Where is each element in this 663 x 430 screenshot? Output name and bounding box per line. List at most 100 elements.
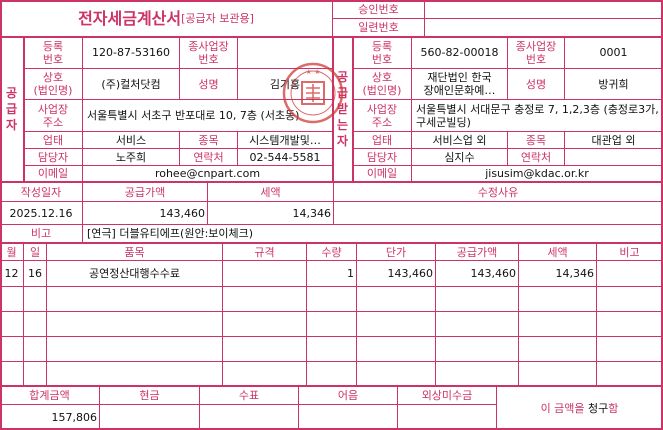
section-label-char: 는 [336, 118, 349, 132]
item-row-cell: 1 [307, 261, 357, 287]
items-header-cell: 품목 [47, 244, 223, 261]
summary-date-value: 2025.12.16 [0, 202, 83, 225]
empty-item-row-cell [24, 362, 47, 386]
empty-item-row-cell [519, 362, 597, 386]
section-divider [0, 181, 663, 183]
items-header-cell: 공급가액 [436, 244, 519, 261]
totals-value-cell [200, 405, 299, 430]
approval-no-label: 승인번호 [333, 0, 425, 19]
items-header-cell: 단가 [357, 244, 436, 261]
receiver-phone-label: 연락처 [508, 149, 565, 166]
receiver-address-value: 서울특별시 서대문구 충정로 7, 1,2,3층 (충정로3가, 구세군빌딩) [412, 100, 663, 132]
summary-date-label: 작성일자 [0, 183, 83, 202]
receiver-sub-biz-label: 종사업장 번호 [508, 37, 565, 69]
empty-item-row-cell [436, 287, 519, 312]
receiver-contact-value: 심지수 [412, 149, 508, 166]
receiver-company-label: 상호 (법인명) [353, 69, 412, 100]
section-divider [352, 37, 354, 182]
empty-item-row-cell [47, 362, 223, 386]
empty-item-row-cell [597, 362, 663, 386]
company-seal-stamp: ★ ★ [282, 62, 344, 124]
item-row-cell: 143,460 [436, 261, 519, 287]
section-divider [0, 385, 663, 387]
supplier-reg-no-value: 120-87-53160 [83, 37, 180, 69]
supplier-company-value: (주)컬처닷컴 [83, 69, 180, 100]
supplier-phone-label: 연락처 [180, 149, 238, 166]
receiver-biz-item-value: 대관업 외 [565, 132, 663, 149]
empty-item-row-cell [307, 287, 357, 312]
serial-no-value [425, 19, 663, 37]
empty-item-row-cell [0, 312, 24, 337]
empty-item-row-cell [24, 337, 47, 362]
title-sub: [공급자 보관용] [181, 11, 254, 25]
summary-reason-label: 수정사유 [334, 183, 663, 202]
empty-item-row-cell [519, 312, 597, 337]
receiver-name-value: 방귀희 [565, 69, 663, 100]
empty-item-row-cell [24, 287, 47, 312]
totals-value-cell [299, 405, 398, 430]
empty-item-row-cell [223, 362, 307, 386]
claim-suffix: 함 [608, 401, 619, 415]
claim-mid: 청구 [588, 401, 609, 415]
items-header-cell: 규격 [223, 244, 307, 261]
totals-header-cell: 수표 [200, 387, 299, 405]
section-label-char: 공 [336, 70, 349, 84]
receiver-company-value: 재단법인 한국 장애인문화예… [412, 69, 508, 100]
supplier-biz-type-value: 서비스 [83, 132, 180, 149]
item-row-cell: 143,460 [357, 261, 436, 287]
supplier-address-label: 사업장 주소 [24, 100, 83, 132]
empty-item-row-cell [24, 312, 47, 337]
empty-item-row-cell [357, 362, 436, 386]
items-header-cell: 일 [24, 244, 47, 261]
totals-header-cell: 외상미수금 [398, 387, 497, 405]
receiver-name-label: 성명 [508, 69, 565, 100]
supplier-email-value: rohee@cnpart.com [83, 166, 333, 182]
empty-item-row-cell [357, 337, 436, 362]
supplier-name-label: 성명 [180, 69, 238, 100]
empty-item-row-cell [223, 337, 307, 362]
receiver-reg-no-value: 560-82-00018 [412, 37, 508, 69]
empty-item-row-cell [307, 362, 357, 386]
empty-item-row-cell [47, 312, 223, 337]
item-row-cell: 16 [24, 261, 47, 287]
item-row-cell [223, 261, 307, 287]
summary-tax-value: 14,346 [208, 202, 334, 225]
supplier-email-label: 이메일 [24, 166, 83, 182]
page-title: 전자세금계산서 [공급자 보관용] [0, 0, 333, 37]
totals-header-cell: 어음 [299, 387, 398, 405]
supplier-sub-biz-label: 종사업장 번호 [180, 37, 238, 69]
items-header-cell: 월 [0, 244, 24, 261]
note-value: [연극] 더블유티에프(원안:보이체크) [83, 225, 663, 243]
receiver-biz-type-value: 서비스업 외 [412, 132, 508, 149]
item-row-cell: 12 [0, 261, 24, 287]
empty-item-row-cell [597, 287, 663, 312]
receiver-reg-no-label: 등록 번호 [353, 37, 412, 69]
totals-header-cell: 합계금액 [0, 387, 100, 405]
claim-statement: 이 금액을 청구 함 [497, 387, 663, 430]
summary-supply-label: 공급가액 [83, 183, 208, 202]
summary-tax-label: 세액 [208, 183, 334, 202]
empty-item-row-cell [47, 337, 223, 362]
section-label-char: 자 [336, 134, 349, 148]
totals-header-cell: 현금 [100, 387, 200, 405]
supplier-company-label: 상호 (법인명) [24, 69, 83, 100]
totals-value-cell [100, 405, 200, 430]
empty-item-row-cell [307, 337, 357, 362]
empty-item-row-cell [357, 287, 436, 312]
receiver-email-value: jisusim@kdac.or.kr [412, 166, 663, 182]
empty-item-row-cell [519, 287, 597, 312]
section-divider [0, 242, 663, 244]
item-row-cell: 14,346 [519, 261, 597, 287]
title-main: 전자세금계산서 [78, 8, 182, 28]
supplier-contact-value: 노주희 [83, 149, 180, 166]
empty-item-row-cell [436, 362, 519, 386]
totals-value-cell [398, 405, 497, 430]
serial-no-label: 일련번호 [333, 19, 425, 37]
section-label-char: 자 [5, 118, 18, 132]
empty-item-row-cell [0, 287, 24, 312]
empty-item-row-cell [436, 312, 519, 337]
receiver-biz-type-label: 업태 [353, 132, 412, 149]
empty-item-row-cell [597, 312, 663, 337]
